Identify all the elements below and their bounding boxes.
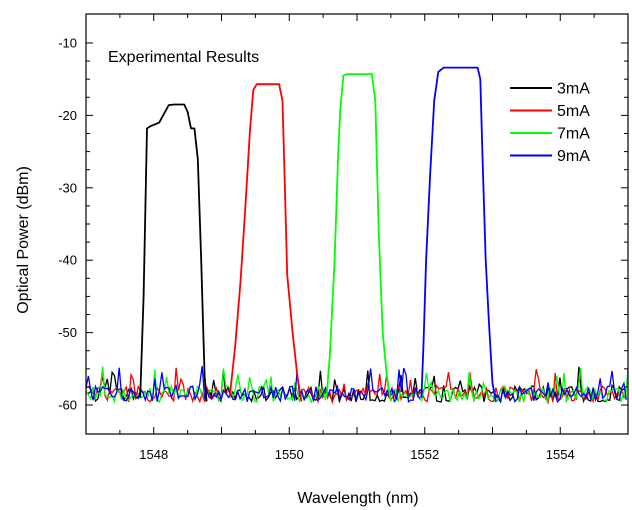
noise-trace-5mA (85, 367, 229, 404)
y-tick-label: -60 (58, 398, 77, 413)
y-axis-title: Optical Power (dBm) (15, 166, 32, 314)
series-line-5mA (228, 83, 303, 402)
series-line-3mA (139, 103, 208, 402)
legend-label: 9mA (557, 148, 590, 165)
y-tick-label: -40 (58, 253, 77, 268)
legend-label: 3mA (557, 81, 590, 98)
x-axis-title: Wavelength (nm) (297, 490, 418, 507)
series-lines (139, 66, 497, 402)
y-tick-label: -20 (58, 108, 77, 123)
legend-label: 7mA (557, 126, 590, 143)
y-tick-label: -50 (58, 325, 77, 340)
y-tick-labels: -60 -50 -40 -30 -20 -10 (58, 35, 77, 412)
noise-trace-3mA (206, 366, 627, 404)
x-tick-label: 1548 (139, 447, 168, 462)
noise-trace-9mA (495, 370, 627, 404)
x-tick-label: 1554 (546, 447, 575, 462)
noise-trace-9mA (85, 365, 421, 404)
noise-floor-traces (85, 365, 629, 405)
chart-annotation: Experimental Results (108, 49, 259, 66)
axis-ticks (85, 14, 629, 434)
plot-frame (85, 13, 629, 435)
x-tick-label: 1550 (275, 447, 304, 462)
noise-trace-5mA (301, 369, 627, 405)
series-line-7mA (325, 73, 392, 402)
y-tick-label: -30 (58, 180, 77, 195)
x-tick-labels: 1548 1550 1552 1554 (139, 447, 574, 462)
legend: 3mA 5mA 7mA 9mA (510, 81, 590, 165)
legend-label: 5mA (557, 103, 590, 120)
x-tick-label: 1552 (410, 447, 439, 462)
series-line-9mA (420, 66, 497, 402)
y-tick-label: -10 (58, 35, 77, 50)
